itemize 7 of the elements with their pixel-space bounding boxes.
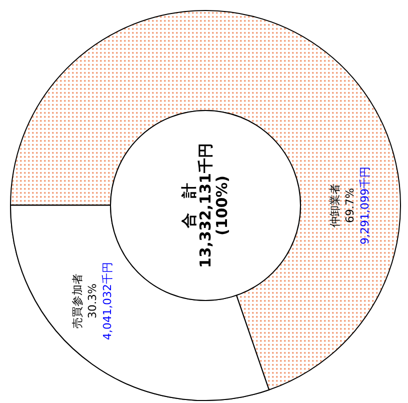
text: (100%) [213,175,232,236]
data-label: 30.3% 4,041,032千円 [86,262,114,340]
data-label: 69.7% 9,291,099千円 [343,166,372,244]
slice-label: 仲卸業者 [328,184,342,228]
slice-label: 売買参加者 [70,274,84,329]
text: 13,332,131千円 [196,143,214,268]
text: 合 計 [180,183,198,229]
